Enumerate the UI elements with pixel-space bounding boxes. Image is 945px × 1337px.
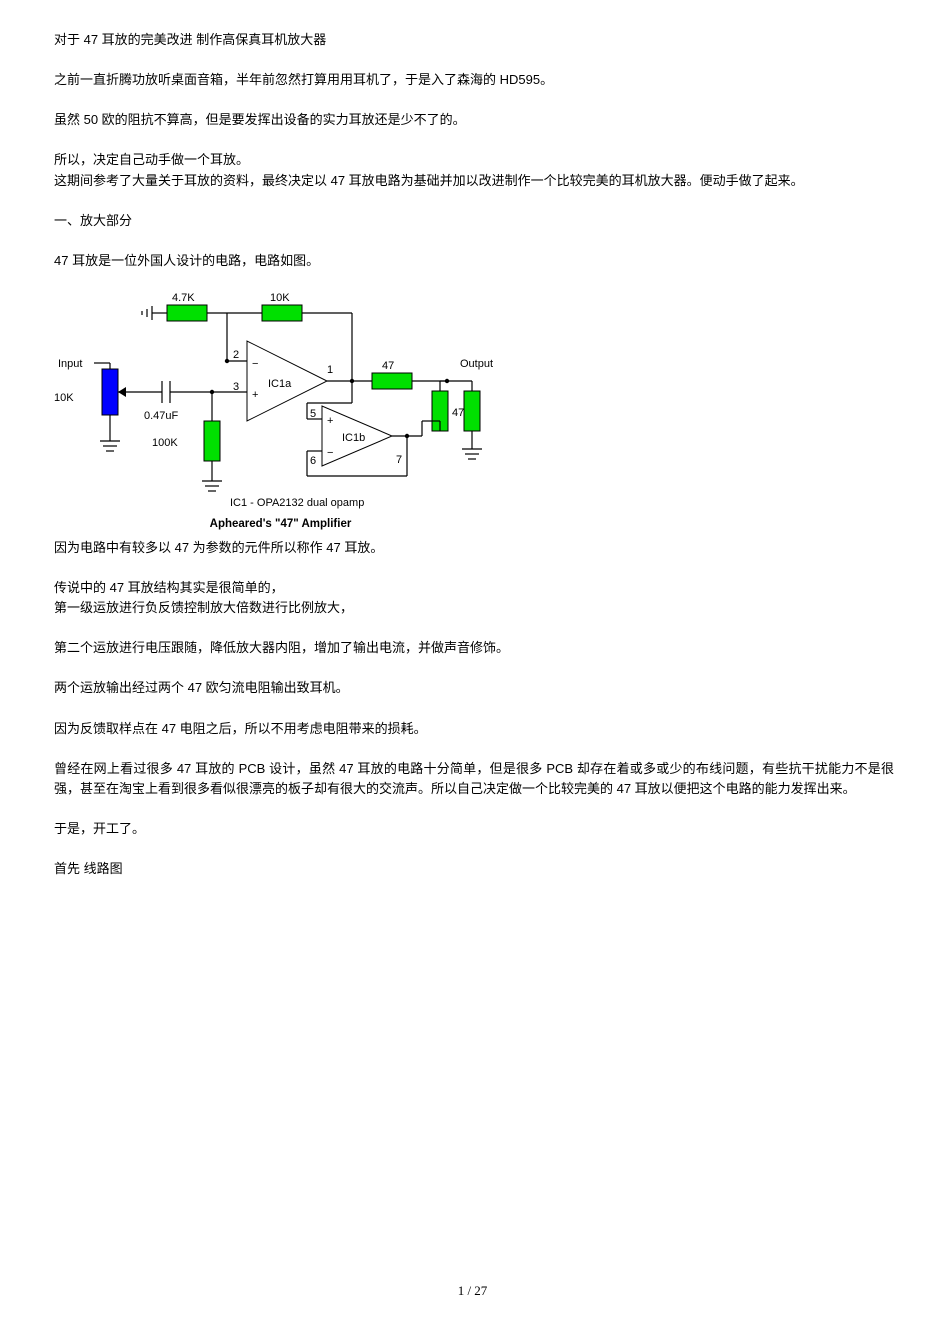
pin6: 6 [310,455,316,467]
ic1a-label: IC1a [268,378,292,390]
para-amp1: 47 耳放是一位外国人设计的电路，电路如图。 [54,251,894,271]
circuit-diagram: Input 10K 0.4 [52,291,509,534]
doc-title: 对于 47 耳放的完美改进 制作高保真耳机放大器 [54,30,894,50]
para-amp6: 因为反馈取样点在 47 电阻之后，所以不用考虑电阻带来的损耗。 [54,719,894,739]
para-intro2: 虽然 50 欧的阻抗不算高，但是要发挥出设备的实力耳放还是少不了的。 [54,110,894,130]
svg-text:−: − [327,447,333,459]
para-intro3b: 这期间参考了大量关于耳放的资料，最终决定以 47 耳放电路为基础并加以改进制作一… [54,171,894,191]
svg-text:+: + [327,415,333,427]
r-4k7-value: 4.7K [172,292,195,304]
para-intro3a: 所以，决定自己动手做一个耳放。 [54,150,894,170]
para-amp4: 第二个运放进行电压跟随，降低放大器内阻，增加了输出电流，并做声音修饰。 [54,638,894,658]
pin1: 1 [327,364,333,376]
ic-footnote: IC1 - OPA2132 dual opamp [230,497,364,509]
pin7: 7 [396,454,402,466]
para-amp3a: 传说中的 47 耳放结构其实是很简单的， [54,578,894,598]
para-amp7: 曾经在网上看过很多 47 耳放的 PCB 设计，虽然 47 耳放的电路十分简单，… [54,759,894,799]
pin5: 5 [310,408,316,420]
potentiometer [102,369,118,415]
diagram-caption: Apheared's "47" Amplifier [52,516,509,534]
r-ground-value: 100K [152,437,178,449]
ic1b-label: IC1b [342,432,365,444]
para-amp2: 因为电路中有较多以 47 为参数的元件所以称作 47 耳放。 [54,538,894,558]
pin2: 2 [233,349,239,361]
pot-value: 10K [54,392,74,404]
heading-section1: 一、放大部分 [54,211,894,231]
para-amp3b: 第一级运放进行负反馈控制放大倍数进行比例放大， [54,598,894,618]
r-4k7 [167,305,207,321]
para-amp5: 两个运放输出经过两个 47 欧匀流电阻输出致耳机。 [54,678,894,698]
r-47b-value: 47 [452,407,464,419]
para-amp8: 于是，开工了。 [54,819,894,839]
pin3: 3 [233,381,239,393]
r-load [464,391,480,431]
r-47a-value: 47 [382,360,394,372]
output-label: Output [460,358,493,370]
svg-text:−: − [252,358,258,370]
input-label: Input [58,358,82,370]
para-intro1: 之前一直折腾功放听桌面音箱，半年前忽然打算用用耳机了，于是入了森海的 HD595… [54,70,894,90]
para-amp9: 首先 线路图 [54,859,894,879]
r-ground [204,421,220,461]
r-10k [262,305,302,321]
cap-value: 0.47uF [144,410,179,422]
svg-text:+: + [252,389,258,401]
r-10k-value: 10K [270,292,290,304]
r-47a [372,373,412,389]
page-number: 1 / 27 [0,1281,945,1301]
